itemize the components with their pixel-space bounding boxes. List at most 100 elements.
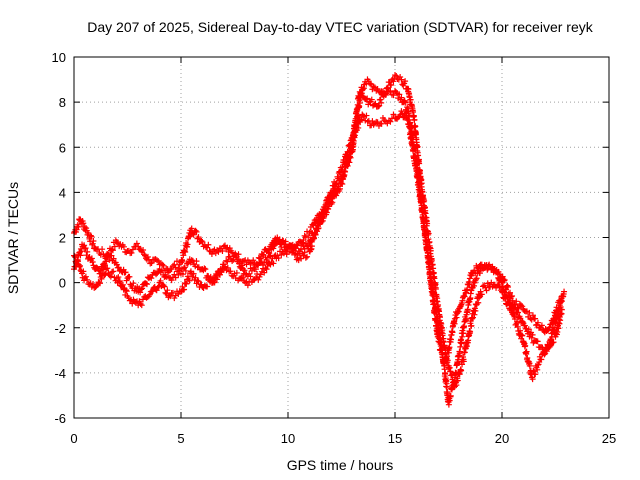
axis-ticks: 0 5 10 15 20 25 -6 -4 -2 0 2 4 6 8 10 [52,50,617,446]
trace-marker [164,287,171,294]
trace-marker [355,112,362,119]
trace-marker [141,251,148,258]
trace-marker [471,282,478,289]
trace-marker [329,195,336,202]
trace-marker [205,241,212,248]
trace-marker [103,258,110,265]
trace-marker [184,273,191,280]
trace-marker [294,242,301,249]
trace-marker [293,241,300,248]
trace-marker [347,154,354,161]
trace-marker [108,246,115,253]
trace-marker [301,232,308,239]
trace-marker [195,278,202,285]
trace-marker [239,262,246,269]
trace-marker [489,263,496,270]
trace-marker [84,276,91,283]
trace-marker [513,298,520,305]
trace-marker [430,265,437,272]
trace-marker [212,275,219,282]
trace-marker [336,177,343,184]
trace-marker [492,267,499,274]
trace-marker [148,275,155,282]
trace-marker [310,235,317,242]
trace-marker [468,272,475,279]
trace-marker [195,234,202,241]
trace-marker [173,258,180,265]
trace-marker [107,273,114,280]
trace-marker [528,334,535,341]
trace-marker [333,192,340,199]
trace-marker [538,356,545,363]
trace-marker [89,240,96,247]
trace-marker [275,255,282,262]
trace-marker [554,313,561,320]
trace-marker [175,291,182,298]
trace-marker [101,261,108,268]
trace-marker [142,280,149,287]
trace-marker [104,253,111,260]
trace-marker [364,95,371,102]
trace-marker [466,280,473,287]
trace-marker [439,330,446,337]
trace-marker [98,275,105,282]
trace-marker [81,245,88,252]
trace-marker [217,268,224,275]
trace-marker [75,258,82,265]
x-tick-label: 20 [495,431,509,446]
trace-marker [78,248,85,255]
x-tick-label: 5 [177,431,184,446]
trace-marker [312,231,319,238]
trace-marker [447,392,454,399]
trace-marker [458,339,465,346]
trace-marker [484,280,491,287]
trace-marker [483,261,490,268]
trace-marker [137,300,144,307]
trace-marker [542,350,549,357]
trace-marker [529,312,536,319]
trace-marker [551,326,558,333]
trace-marker [532,315,539,322]
trace-marker [182,267,189,274]
trace-marker [119,281,126,288]
trace-marker [325,196,332,203]
trace-marker [472,307,479,314]
trace-marker [364,118,371,125]
trace-marker [330,191,337,198]
trace-marker [212,250,219,257]
trace-marker [444,357,451,364]
trace-marker [493,267,500,274]
trace-marker [382,90,389,97]
trace-marker [160,282,167,289]
trace-marker [471,311,478,318]
trace-marker [208,279,215,286]
trace-marker [560,291,567,298]
trace-marker [321,206,328,213]
trace-marker [529,331,536,338]
trace-marker [190,231,197,238]
trace-marker [80,220,87,227]
trace-marker [130,280,137,287]
trace-marker [393,72,400,79]
trace-marker [157,277,164,284]
trace-marker [90,238,97,245]
trace-marker [558,298,565,305]
trace-marker [408,133,415,140]
trace-marker [402,78,409,85]
trace-marker [414,143,421,150]
trace-marker [75,223,82,230]
trace-marker [526,309,533,316]
trace-marker [172,274,179,281]
trace-marker [444,389,451,396]
trace-marker [379,115,386,122]
trace-marker [158,267,165,274]
trace-marker [153,271,160,278]
trace-marker [108,252,115,259]
trace-marker [182,249,189,256]
trace-marker [427,247,434,254]
trace-marker [464,286,471,293]
trace-marker [139,285,146,292]
trace-marker [534,319,541,326]
y-tick-label: 0 [59,276,66,291]
trace-marker [229,249,236,256]
